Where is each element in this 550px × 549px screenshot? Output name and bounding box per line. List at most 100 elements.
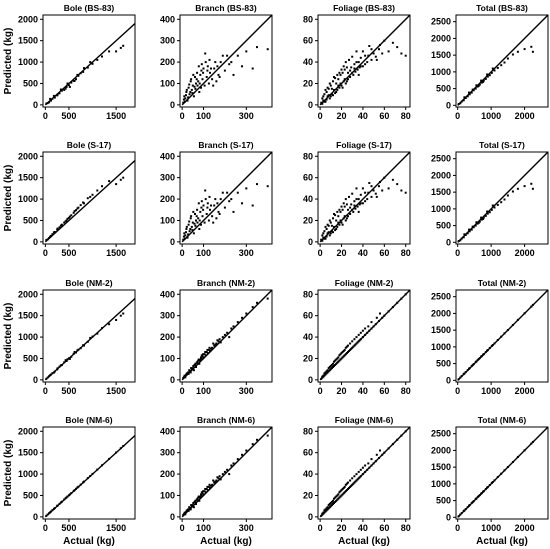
data-point — [530, 442, 533, 445]
data-point — [364, 333, 367, 336]
data-point — [342, 80, 345, 83]
y-tick-label: 400 — [160, 14, 175, 24]
data-point — [323, 93, 326, 96]
data-point — [209, 350, 211, 352]
data-point — [219, 198, 222, 201]
data-point — [340, 221, 343, 224]
data-point — [217, 210, 220, 213]
data-point — [187, 509, 190, 512]
data-point — [70, 81, 73, 84]
y-tick-label: 2000 — [18, 14, 38, 24]
data-point — [375, 316, 378, 319]
data-point — [194, 499, 197, 502]
data-point — [228, 200, 231, 203]
data-point — [344, 483, 347, 486]
data-point — [119, 447, 122, 450]
data-point — [506, 466, 509, 468]
data-point — [215, 80, 218, 83]
y-tick-label: 2000 — [18, 151, 38, 161]
data-point — [400, 52, 403, 55]
data-point — [342, 487, 345, 489]
data-point — [486, 486, 489, 489]
data-point — [68, 357, 71, 360]
data-point — [200, 63, 203, 66]
data-point — [352, 73, 355, 76]
data-point — [383, 451, 386, 454]
data-point — [46, 513, 49, 516]
x-tick-label: 0 — [43, 111, 48, 121]
data-point — [70, 214, 73, 217]
x-tick-label: 80 — [401, 248, 411, 258]
data-point — [338, 359, 341, 362]
data-point — [338, 354, 341, 357]
y-tick-label: 100 — [160, 490, 175, 500]
data-point — [471, 88, 474, 91]
data-point — [203, 221, 206, 224]
data-point — [337, 497, 340, 500]
data-point — [332, 499, 334, 502]
data-point — [343, 354, 346, 357]
data-point — [325, 98, 328, 101]
data-point — [202, 490, 205, 493]
data-point — [58, 92, 61, 95]
panel-title: Foliage (BS-83) — [333, 3, 395, 13]
data-point — [115, 183, 118, 186]
data-point — [202, 67, 205, 70]
data-point — [195, 366, 197, 368]
panel-title: Branch (NM-2) — [197, 278, 255, 288]
data-point — [320, 101, 323, 104]
data-point — [503, 469, 506, 472]
data-point — [468, 91, 470, 94]
data-point — [350, 203, 353, 206]
data-point — [76, 207, 79, 210]
data-point — [216, 202, 219, 205]
data-point — [189, 91, 192, 93]
data-point — [332, 80, 334, 83]
y-tick-label: 2000 — [18, 426, 38, 436]
data-point — [378, 457, 380, 459]
data-point — [339, 82, 342, 85]
x-tick-label: 1500 — [106, 111, 126, 121]
data-point — [341, 86, 344, 89]
data-point — [355, 479, 358, 482]
data-point — [475, 221, 478, 224]
data-point — [323, 511, 326, 514]
data-point — [348, 195, 350, 198]
data-point — [355, 61, 358, 64]
data-point — [337, 84, 340, 87]
data-point — [204, 351, 207, 353]
data-point — [183, 232, 186, 235]
data-point — [358, 203, 361, 206]
data-point — [75, 351, 77, 354]
data-point — [326, 232, 329, 235]
data-point — [115, 451, 118, 454]
data-point — [206, 202, 209, 205]
data-point — [523, 185, 526, 188]
data-point — [323, 374, 326, 377]
data-point — [457, 103, 460, 105]
data-point — [353, 475, 356, 478]
data-point — [345, 203, 348, 206]
y-tick-label: 0 — [308, 100, 313, 110]
y-tick-label: 0 — [33, 100, 38, 110]
y-tick-label: 2500 — [431, 292, 451, 302]
x-tick-label: 20 — [337, 386, 347, 396]
data-point — [58, 502, 61, 505]
data-point — [355, 50, 358, 53]
data-point — [211, 215, 214, 218]
data-point — [475, 360, 478, 363]
y-tick-label: 40 — [303, 469, 313, 479]
data-point — [466, 506, 469, 509]
data-point — [341, 223, 344, 226]
data-point — [200, 206, 203, 209]
data-point — [256, 46, 258, 49]
y-tick-label: 1500 — [431, 325, 451, 335]
x-tick-label: 1000 — [481, 111, 501, 121]
data-point — [211, 346, 214, 349]
data-point — [357, 73, 360, 76]
data-point — [338, 86, 341, 89]
data-point — [339, 219, 342, 222]
y-axis-title: Predicted (kg) — [3, 28, 14, 95]
data-point — [212, 342, 215, 345]
data-point — [356, 68, 359, 71]
